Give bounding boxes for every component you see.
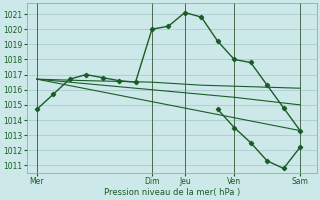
X-axis label: Pression niveau de la mer( hPa ): Pression niveau de la mer( hPa ) <box>104 188 240 197</box>
